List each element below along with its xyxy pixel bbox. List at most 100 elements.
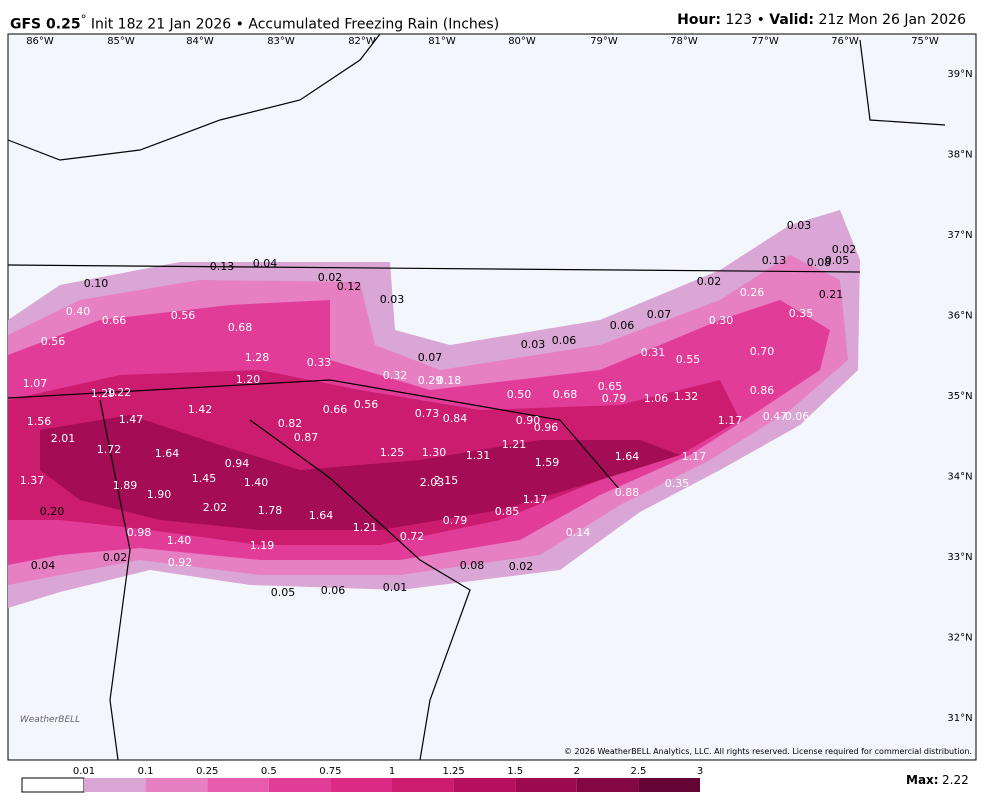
value-label: 0.08 xyxy=(807,256,832,269)
value-label: 1.40 xyxy=(167,534,192,547)
value-label: 0.08 xyxy=(460,559,485,572)
value-label: 0.01 xyxy=(383,581,408,594)
value-label: 0.92 xyxy=(168,556,193,569)
lat-label: 36°N xyxy=(947,311,972,322)
value-label: 1.72 xyxy=(97,443,122,456)
colorbar-segment xyxy=(84,778,146,792)
value-label: 0.56 xyxy=(171,309,196,322)
value-label: 0.94 xyxy=(225,457,250,470)
value-label: 0.56 xyxy=(354,398,379,411)
valid-label: Valid: xyxy=(769,12,815,28)
value-label: 0.06 xyxy=(610,319,635,332)
value-label: 1.64 xyxy=(309,509,334,522)
value-label: 0.84 xyxy=(443,412,468,425)
colorbar-white xyxy=(21,777,85,793)
lat-label: 33°N xyxy=(947,552,972,563)
value-label: 0.50 xyxy=(507,388,532,401)
value-label: 0.70 xyxy=(750,345,775,358)
value-label: 1.21 xyxy=(353,521,378,534)
value-label: 0.14 xyxy=(566,526,591,539)
lat-label: 35°N xyxy=(947,391,972,402)
lat-label: 34°N xyxy=(947,472,972,483)
lat-label: 32°N xyxy=(947,633,972,644)
lat-label: 39°N xyxy=(947,69,972,80)
value-label: 1.17 xyxy=(682,450,707,463)
value-label: 0.72 xyxy=(400,530,425,543)
colorbar-segment xyxy=(576,778,639,792)
valid: 21z Mon 26 Jan 2026 xyxy=(818,12,966,28)
value-label: 0.30 xyxy=(709,314,734,327)
value-label: 0.31 xyxy=(641,346,666,359)
colorbar-label: 0.75 xyxy=(319,766,341,777)
value-label: 1.17 xyxy=(718,414,743,427)
lon-label: 82°W xyxy=(348,36,376,47)
value-label: 1.56 xyxy=(27,415,52,428)
value-label: 0.06 xyxy=(321,584,346,597)
value-label: 0.18 xyxy=(437,374,462,387)
lon-label: 75°W xyxy=(911,36,939,47)
header-left: GFS 0.25° Init 18z 21 Jan 2026 • Accumul… xyxy=(10,12,499,33)
colorbar-label: 2 xyxy=(574,766,580,777)
lon-label: 85°W xyxy=(107,36,135,47)
colorbar-segment xyxy=(330,778,392,792)
lon-label: 78°W xyxy=(670,36,698,47)
value-label: 0.47 xyxy=(763,410,788,423)
value-label: 0.66 xyxy=(323,403,348,416)
value-label: 0.02 xyxy=(697,275,722,288)
lat-label: 37°N xyxy=(947,230,972,241)
value-label: 0.07 xyxy=(418,351,443,364)
value-label: 1.37 xyxy=(20,474,45,487)
colorbar-segment xyxy=(145,778,208,792)
value-label: 0.82 xyxy=(278,417,303,430)
value-label: 1.17 xyxy=(523,493,548,506)
value-label: 1.40 xyxy=(244,476,269,489)
value-label: 0.73 xyxy=(415,407,440,420)
value-label: 1.07 xyxy=(23,377,48,390)
value-label: 0.96 xyxy=(534,421,559,434)
value-label: 0.66 xyxy=(102,314,127,327)
borders xyxy=(7,33,946,761)
value-label: 1.47 xyxy=(119,413,144,426)
hour: 123 xyxy=(725,12,753,28)
colorbar-label: 1 xyxy=(389,766,395,777)
value-label: 2.01 xyxy=(51,432,76,445)
value-label: 0.68 xyxy=(228,321,253,334)
value-label: 0.10 xyxy=(84,277,109,290)
value-label: 0.26 xyxy=(740,286,765,299)
colorbar-label: 0.5 xyxy=(261,766,277,777)
colorbar-label: 0.1 xyxy=(138,766,154,777)
shade xyxy=(40,415,680,530)
value-label: 0.86 xyxy=(750,384,775,397)
title: Init 18z 21 Jan 2026 • Accumulated Freez… xyxy=(90,16,500,33)
colorbar-segment xyxy=(392,778,454,792)
value-label: 1.89 xyxy=(113,479,138,492)
value-label: 0.13 xyxy=(210,260,235,273)
value-label: 0.21 xyxy=(819,288,844,301)
value-label: 0.79 xyxy=(443,514,468,527)
value-label: 0.07 xyxy=(647,308,672,321)
value-label: 0.02 xyxy=(509,560,534,573)
colorbar-segment xyxy=(638,778,700,792)
colorbar-segment xyxy=(515,778,577,792)
sep: • xyxy=(756,12,765,28)
value-label: 2.02 xyxy=(203,501,228,514)
value-label: 1.45 xyxy=(192,472,217,485)
value-label: 0.40 xyxy=(66,305,91,318)
value-label: 0.05 xyxy=(825,254,850,267)
value-label: 0.88 xyxy=(615,486,640,499)
lat-label: 38°N xyxy=(947,150,972,161)
value-label: 1.19 xyxy=(250,539,275,552)
lon-label: 76°W xyxy=(831,36,859,47)
value-label: 1.29 xyxy=(91,387,116,400)
value-label: 0.03 xyxy=(380,293,405,306)
lat-label: 31°N xyxy=(947,713,972,724)
degree: ° xyxy=(80,12,87,26)
lon-label: 84°W xyxy=(186,36,214,47)
value-label: 1.30 xyxy=(422,446,447,459)
value-label: 0.33 xyxy=(307,356,332,369)
lon-label: 83°W xyxy=(267,36,295,47)
value-label: 0.68 xyxy=(553,388,578,401)
lon-label: 80°W xyxy=(508,36,536,47)
value-label: 1.64 xyxy=(155,447,180,460)
